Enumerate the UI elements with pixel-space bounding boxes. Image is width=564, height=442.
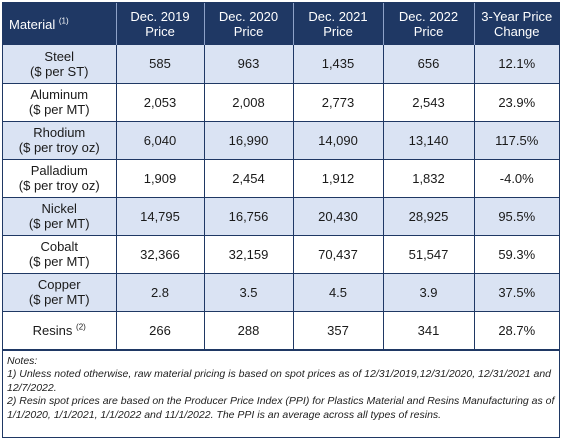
material-name-text: Aluminum <box>30 87 89 102</box>
table-header: Material (1) Dec. 2019 Price Dec. 2020 P… <box>3 3 559 45</box>
material-cell: Steel ($ per ST) <box>3 45 117 84</box>
table-row: Copper ($ per MT) 2.8 3.5 4.5 3.9 37.5% <box>3 272 559 312</box>
material-name: Copper <box>5 277 114 292</box>
material-cell: Cobalt ($ per MT) <box>3 234 117 274</box>
note-1: 1) Unless noted otherwise, raw material … <box>7 368 552 394</box>
price-2020-cell: 16,756 <box>203 196 294 236</box>
material-name-text: Cobalt <box>40 239 79 254</box>
table-body: Steel ($ per ST) 585 963 1,435 656 12.1% Alumin… <box>3 45 559 350</box>
price-2021-cell: 1,912 <box>292 158 384 198</box>
material-name-text: Palladium <box>30 163 88 178</box>
price-2020-cell: 32,159 <box>203 234 294 274</box>
header-material-label: Material <box>9 16 56 32</box>
material-unit: ($ per MT) <box>28 254 90 269</box>
material-unit: ($ per troy oz) <box>18 178 100 193</box>
material-cell: Resins (2) <box>3 310 117 350</box>
material-name: Resins (2) <box>5 323 114 338</box>
price-2020-cell: 963 <box>203 45 294 84</box>
price-2019-cell: 1,909 <box>115 158 205 198</box>
price-2020-cell: 288 <box>203 310 294 350</box>
table-row: Aluminum ($ per MT) 2,053 2,008 2,773 2,543 23… <box>3 82 559 122</box>
price-2022-cell: 656 <box>382 45 475 84</box>
price-2020-cell: 2,008 <box>203 82 294 122</box>
material-cell: Aluminum ($ per MT) <box>3 82 117 122</box>
table-row: Cobalt ($ per MT) 32,366 32,159 70,437 51,547… <box>3 234 559 274</box>
material-cell: Copper ($ per MT) <box>3 272 117 312</box>
price-2022-cell: 3.9 <box>382 272 475 312</box>
material-name: Rhodium <box>5 125 114 140</box>
header-material-footnote: (1) <box>58 16 69 26</box>
header-dec-2020: Dec. 2020 Price <box>204 3 294 45</box>
price-2019-cell: 266 <box>115 310 205 350</box>
material-unit: ($ per MT) <box>28 292 90 307</box>
price-2022-cell: 13,140 <box>382 120 475 160</box>
note-2: 2) Resin spot prices are based on the Pr… <box>7 395 555 421</box>
price-change-cell: 23.9% <box>473 82 559 122</box>
price-2021-cell: 1,435 <box>292 45 384 84</box>
material-name-text: Resins <box>32 322 73 338</box>
price-2021-cell: 4.5 <box>292 272 384 312</box>
table-row: Nickel ($ per MT) 14,795 16,756 20,430 28,925… <box>3 196 559 236</box>
material-name: Cobalt <box>5 239 114 254</box>
raw-material-price-table: Material (1) Dec. 2019 Price Dec. 2020 P… <box>3 3 559 350</box>
material-footnote: (2) <box>76 322 86 332</box>
price-2021-cell: 2,773 <box>292 82 384 122</box>
price-2022-cell: 28,925 <box>382 196 475 236</box>
price-2021-cell: 14,090 <box>292 120 384 160</box>
material-name: Palladium <box>5 163 114 178</box>
material-unit: ($ per MT) <box>28 216 90 231</box>
price-2019-cell: 585 <box>115 45 205 84</box>
price-2022-cell: 2,543 <box>382 82 475 122</box>
header-row: Material (1) Dec. 2019 Price Dec. 2020 P… <box>3 3 559 45</box>
price-2021-cell: 70,437 <box>292 234 384 274</box>
price-change-cell: 12.1% <box>473 45 559 84</box>
table-row: Rhodium ($ per troy oz) 6,040 16,990 14,090 1… <box>3 120 559 160</box>
material-name-text: Nickel <box>41 201 77 216</box>
notes-title: Notes: <box>7 354 38 367</box>
price-change-cell: 117.5% <box>473 120 559 160</box>
price-2019-cell: 6,040 <box>115 120 205 160</box>
price-2021-cell: 357 <box>292 310 384 350</box>
price-change-cell: 37.5% <box>473 272 559 312</box>
price-2019-cell: 2.8 <box>115 272 205 312</box>
header-dec-2019: Dec. 2019 Price <box>116 3 205 45</box>
price-2020-cell: 2,454 <box>203 158 294 198</box>
table-row: Palladium ($ per troy oz) 1,909 2,454 1,912 1… <box>3 158 559 198</box>
price-2019-cell: 32,366 <box>115 234 205 274</box>
price-change-cell: 95.5% <box>473 196 559 236</box>
price-2020-cell: 16,990 <box>203 120 294 160</box>
material-name: Aluminum <box>5 87 114 102</box>
price-2022-cell: 341 <box>382 310 475 350</box>
price-change-cell: 59.3% <box>473 234 559 274</box>
material-cell: Palladium ($ per troy oz) <box>3 158 117 198</box>
price-2022-cell: 51,547 <box>382 234 475 274</box>
material-unit: ($ per ST) <box>29 63 89 79</box>
price-2020-cell: 3.5 <box>203 272 294 312</box>
price-change-cell: -4.0% <box>473 158 559 198</box>
price-2019-cell: 2,053 <box>115 82 205 122</box>
header-dec-2021: Dec. 2021 Price <box>293 3 384 45</box>
header-dec-2022: Dec. 2022 Price <box>383 3 475 45</box>
price-2019-cell: 14,795 <box>115 196 205 236</box>
material-name-text: Copper <box>37 277 81 292</box>
notes-section: Notes: 1) Unless noted otherwise, raw ma… <box>3 349 559 423</box>
price-2021-cell: 20,430 <box>292 196 384 236</box>
table-row: Steel ($ per ST) 585 963 1,435 656 12.1% <box>3 45 559 84</box>
material-unit: ($ per MT) <box>28 102 90 117</box>
material-name: Steel <box>5 49 114 64</box>
price-2022-cell: 1,832 <box>382 158 475 198</box>
price-change-cell: 28.7% <box>473 310 559 350</box>
material-unit: ($ per troy oz) <box>18 140 100 155</box>
material-cell: Rhodium ($ per troy oz) <box>3 120 117 160</box>
material-name-text: Steel <box>44 48 75 64</box>
price-table-container: Material (1) Dec. 2019 Price Dec. 2020 P… <box>2 2 560 438</box>
header-material: Material (1) <box>3 3 117 45</box>
header-3yr-change: 3-Year Price Change <box>474 3 559 45</box>
material-name-text: Rhodium <box>33 125 86 140</box>
material-cell: Nickel ($ per MT) <box>3 196 117 236</box>
table-row: Resins (2) 266 288 357 341 28.7% <box>3 310 559 350</box>
material-name: Nickel <box>5 201 114 216</box>
